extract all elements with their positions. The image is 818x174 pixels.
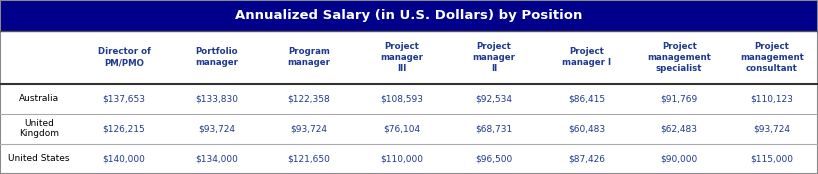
- Text: $76,104: $76,104: [383, 124, 420, 133]
- Text: United
Kingdom: United Kingdom: [19, 119, 59, 139]
- Text: Director of
PM/PMO: Director of PM/PMO: [97, 47, 151, 68]
- Text: $108,593: $108,593: [380, 94, 423, 103]
- Bar: [0, 114, 818, 144]
- Text: United States: United States: [8, 154, 70, 163]
- Text: $122,358: $122,358: [288, 94, 330, 103]
- Text: $96,500: $96,500: [475, 154, 513, 163]
- Text: $137,653: $137,653: [102, 94, 146, 103]
- Text: Project
management
consultant: Project management consultant: [739, 42, 803, 73]
- Text: $91,769: $91,769: [661, 94, 698, 103]
- Text: Australia: Australia: [19, 94, 59, 103]
- Text: $110,123: $110,123: [750, 94, 793, 103]
- Text: $140,000: $140,000: [102, 154, 146, 163]
- Bar: [0, 84, 818, 114]
- Bar: [0, 144, 818, 174]
- Text: Project
manager I: Project manager I: [562, 47, 611, 68]
- Text: $121,650: $121,650: [288, 154, 330, 163]
- Text: $133,830: $133,830: [195, 94, 238, 103]
- Text: $93,724: $93,724: [198, 124, 235, 133]
- Text: $62,483: $62,483: [661, 124, 698, 133]
- Text: $60,483: $60,483: [568, 124, 605, 133]
- Bar: [0, 31, 818, 84]
- Text: Project
manager
II: Project manager II: [473, 42, 515, 73]
- Text: $126,215: $126,215: [102, 124, 146, 133]
- Text: $93,724: $93,724: [753, 124, 790, 133]
- Text: Project
management
specialist: Project management specialist: [647, 42, 711, 73]
- Bar: [0, 0, 818, 31]
- Text: Program
manager: Program manager: [288, 47, 330, 68]
- Text: $90,000: $90,000: [661, 154, 698, 163]
- Text: $110,000: $110,000: [380, 154, 423, 163]
- Text: $87,426: $87,426: [569, 154, 605, 163]
- Text: $93,724: $93,724: [290, 124, 327, 133]
- Text: $86,415: $86,415: [568, 94, 605, 103]
- Text: $134,000: $134,000: [195, 154, 238, 163]
- Text: $92,534: $92,534: [475, 94, 513, 103]
- Text: $68,731: $68,731: [475, 124, 513, 133]
- Text: Annualized Salary (in U.S. Dollars) by Position: Annualized Salary (in U.S. Dollars) by P…: [236, 9, 582, 22]
- Text: Portfolio
manager: Portfolio manager: [195, 47, 238, 68]
- Text: Project
manager
III: Project manager III: [380, 42, 423, 73]
- Text: $115,000: $115,000: [750, 154, 793, 163]
